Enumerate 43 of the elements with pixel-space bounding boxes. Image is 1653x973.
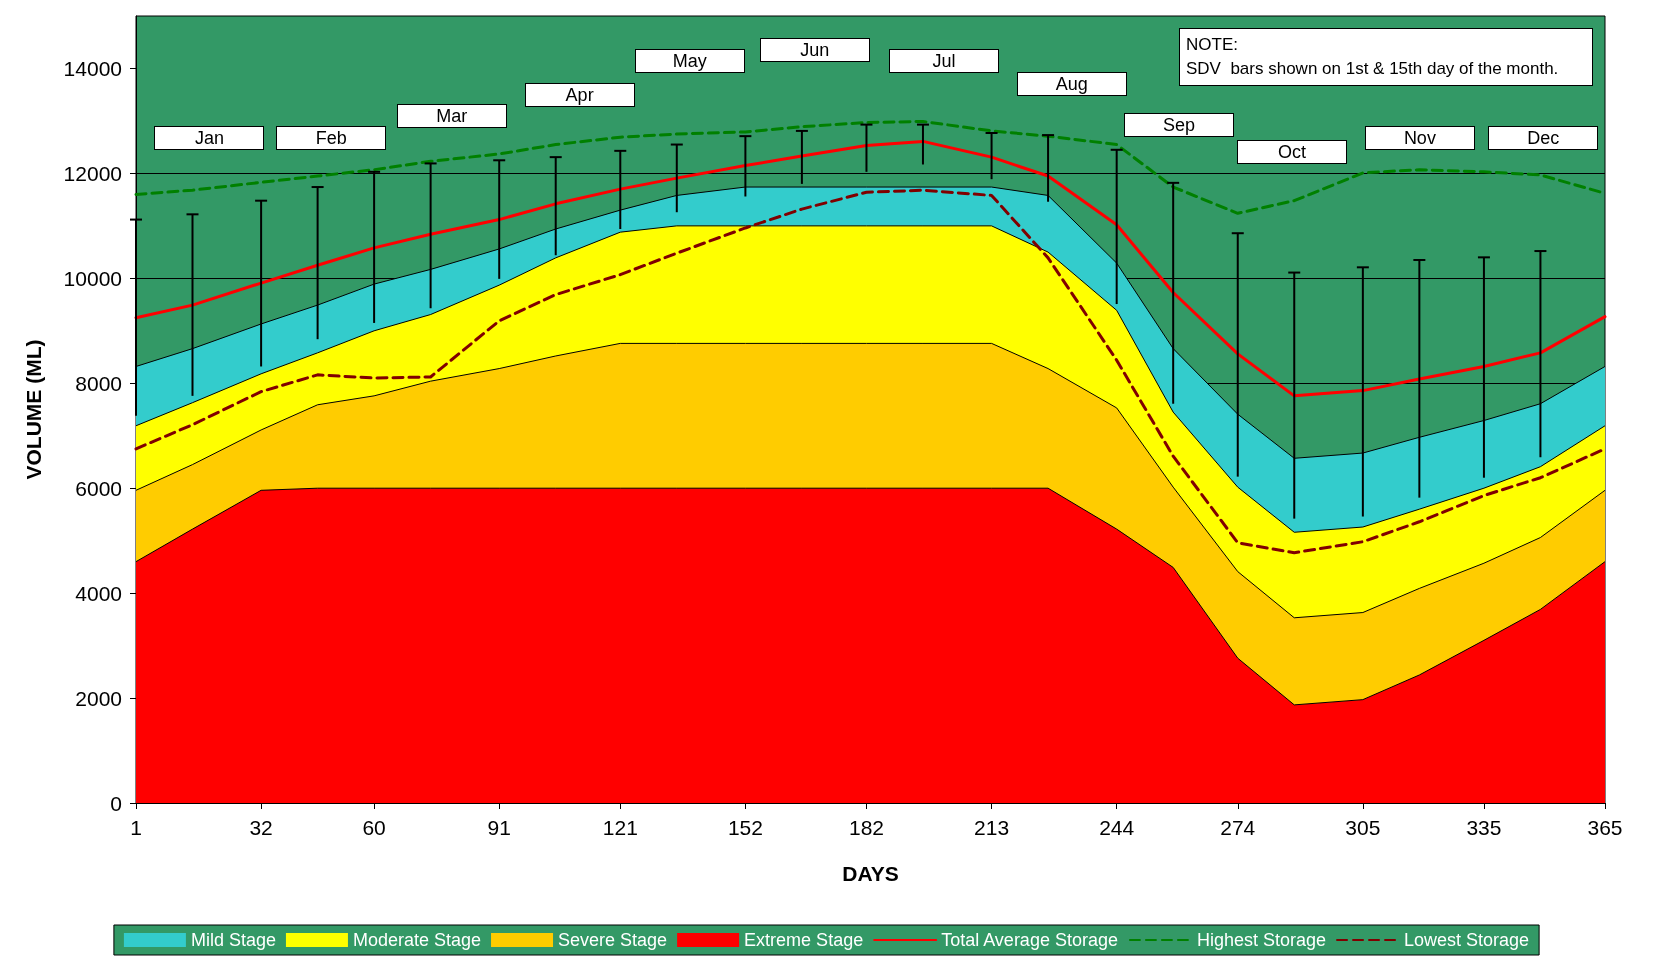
- legend-label: Extreme Stage: [744, 930, 864, 950]
- x-tick-label: 182: [848, 816, 884, 839]
- x-tick-label: 305: [1345, 816, 1381, 839]
- y-tick-label: 6000: [75, 476, 122, 500]
- label-box: Jul: [888, 48, 999, 73]
- legend-label: Lowest Storage: [1404, 930, 1530, 950]
- x-axis-title: DAYS: [842, 862, 899, 885]
- y-tick-label: 12000: [63, 161, 122, 185]
- label-box: Dec: [1488, 126, 1599, 150]
- y-axis-title: VOLUME (ML): [22, 339, 45, 480]
- label-box: May: [634, 48, 745, 73]
- x-tick-label: 244: [1099, 816, 1135, 839]
- label-box: Sep: [1124, 112, 1234, 137]
- label-box: Jan: [154, 126, 265, 150]
- x-tick-label: 121: [602, 816, 638, 839]
- x-tick-label: 1: [130, 816, 142, 839]
- label-box: Nov: [1364, 126, 1475, 150]
- x-tick-label: 365: [1587, 816, 1623, 839]
- y-tick-label: 0: [110, 791, 122, 815]
- label-box: Aug: [1016, 71, 1127, 96]
- x-tick-label: 274: [1220, 816, 1256, 839]
- legend-label: Severe Stage: [558, 930, 668, 950]
- label-box: Apr: [524, 83, 635, 108]
- x-tick-label: 91: [487, 816, 511, 839]
- y-tick-label: 2000: [75, 686, 122, 710]
- note-box: NOTE: SDV bars shown on 1st & 15th day of the month.: [1179, 28, 1593, 86]
- y-tick-label: 14000: [63, 56, 122, 80]
- x-tick-label: 335: [1466, 816, 1502, 839]
- label-box: Oct: [1237, 140, 1348, 165]
- y-tick-label: 10000: [63, 266, 122, 290]
- label-box: Feb: [276, 126, 387, 150]
- legend-label: Highest Storage: [1196, 930, 1327, 950]
- legend-label: Moderate Stage: [352, 930, 482, 950]
- x-tick-label: 152: [727, 816, 763, 839]
- y-tick-label: 8000: [75, 371, 122, 395]
- x-tick-label: 32: [249, 816, 273, 839]
- legend-label: Mild Stage: [190, 930, 276, 950]
- x-tick-label: 213: [974, 816, 1010, 839]
- label-box: Mar: [396, 103, 507, 128]
- label-box: Jun: [759, 37, 870, 62]
- x-tick-label: 60: [362, 816, 386, 839]
- legend-label: Total Average Storage: [941, 930, 1118, 950]
- y-tick-label: 4000: [75, 581, 122, 605]
